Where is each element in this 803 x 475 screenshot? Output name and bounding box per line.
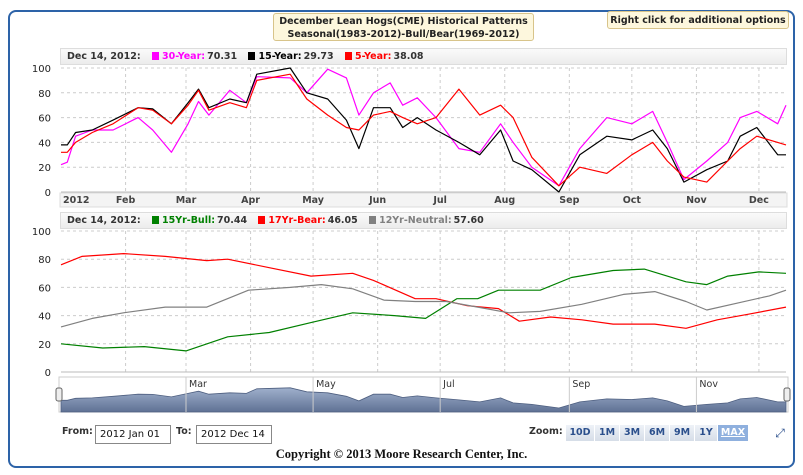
navigator-series-area (60, 387, 787, 413)
legend-name-neutral[interactable]: 12Yr-Neutral: (379, 215, 452, 226)
from-label: From: (62, 426, 93, 437)
x-tick-label: Feb (116, 195, 136, 206)
zoom-button-1y[interactable]: 1Y (695, 425, 718, 441)
x-tick-label: Jul (432, 195, 447, 206)
y-tick-label: 20 (38, 163, 51, 174)
navigator-label: May (316, 379, 336, 390)
right-click-hint[interactable]: Right click for additional options (607, 11, 789, 29)
x-tick-label: Aug (494, 195, 515, 206)
title-line-1: December Lean Hogs(CME) Historical Patte… (279, 16, 528, 27)
y-tick-label: 80 (38, 255, 51, 266)
x-axis-band (59, 192, 788, 208)
legend-value-bull: 70.44 (217, 215, 248, 226)
x-tick-label: Dec (749, 195, 769, 206)
y-tick-label: 40 (38, 312, 51, 323)
to-label: To: (176, 426, 192, 437)
y-tick-label: 100 (32, 64, 51, 75)
chart-title: December Lean Hogs(CME) Historical Patte… (273, 13, 534, 41)
fullscreen-icon[interactable]: ⤢ (775, 426, 785, 440)
legend-swatch-bear (258, 216, 266, 224)
zoom-button-max[interactable]: MAX (718, 425, 749, 441)
y-tick-label: 80 (38, 89, 51, 100)
x-tick-label: Jun (368, 195, 386, 206)
y-tick-label: 40 (38, 138, 51, 149)
series-line-12yr-neutral (60, 284, 787, 328)
legend-swatch-bull (151, 216, 159, 224)
legend-name-15-year[interactable]: 15-Year: (258, 51, 302, 62)
x-tick-label: Oct (623, 195, 642, 206)
x-tick-label: 2012 (63, 195, 89, 206)
y-tick-label: 100 (32, 227, 51, 238)
title-line-2: Seasonal(1983-2012)-Bull/Bear(1969-2012) (287, 29, 520, 40)
bottom-legend: Dec 14, 2012: 15Yr-Bull: 70.44 17Yr-Bear:… (60, 212, 787, 229)
from-date-input[interactable]: 2012 Jan 01 (95, 425, 171, 444)
legend-name-30-year[interactable]: 30-Year: (161, 51, 206, 62)
legend-value-neutral: 57.60 (453, 215, 484, 226)
legend-date: Dec 14, 2012: (67, 51, 141, 62)
x-tick-label: May (302, 195, 325, 206)
series-line-17yr-bear (60, 253, 787, 329)
legend-swatch-5-year (344, 52, 352, 60)
legend-value-30-year: 70.31 (207, 51, 238, 62)
navigator-label: Nov (699, 379, 718, 390)
legend-value-bear: 46.05 (327, 215, 358, 226)
legend-value-5-year: 38.08 (393, 51, 424, 62)
zoom-button-10d[interactable]: 10D (566, 425, 595, 441)
y-tick-label: 0 (45, 368, 51, 379)
plot-area-0 (61, 68, 786, 192)
navigator-handle-left[interactable] (55, 387, 63, 402)
series-line-5-year (61, 73, 787, 187)
x-tick-label: Nov (686, 195, 707, 206)
series-line-30-year (60, 68, 787, 187)
legend-value-15-year: 29.73 (303, 51, 334, 62)
navigator-label: Jul (442, 379, 454, 390)
x-tick-label: Apr (241, 195, 260, 206)
y-tick-label: 60 (38, 114, 51, 125)
y-tick-label: 0 (45, 188, 51, 199)
zoom-button-6m[interactable]: 6M (645, 425, 670, 441)
legend-swatch-neutral (369, 216, 377, 224)
legend-swatch-30-year (151, 52, 159, 60)
series-line-15yr-bull (60, 268, 787, 352)
navigator-label: Sep (572, 379, 590, 390)
zoom-button-9m[interactable]: 9M (670, 425, 695, 441)
zoom-button-1m[interactable]: 1M (595, 425, 620, 441)
legend-swatch-15-year (248, 52, 256, 60)
top-legend: Dec 14, 2012: 30-Year: 70.31 15-Year: 29.7… (60, 48, 787, 65)
navigator-handle-right[interactable] (783, 387, 791, 402)
navigator-label: Mar (189, 379, 207, 390)
x-tick-label: Sep (559, 195, 579, 206)
legend-date: Dec 14, 2012: (67, 215, 141, 226)
x-tick-label: Mar (176, 195, 197, 206)
y-tick-label: 20 (38, 340, 51, 351)
legend-name-5-year[interactable]: 5-Year: (354, 51, 392, 62)
copyright: Copyright © 2013 Moore Research Center, … (275, 447, 528, 461)
legend-name-bull[interactable]: 15Yr-Bull: (161, 215, 216, 226)
legend-name-bear[interactable]: 17Yr-Bear: (268, 215, 326, 226)
zoom-label: Zoom: (529, 426, 563, 437)
y-tick-label: 60 (38, 283, 51, 294)
zoom-button-3m[interactable]: 3M (620, 425, 645, 441)
to-date-input[interactable]: 2012 Dec 14 (196, 425, 272, 444)
